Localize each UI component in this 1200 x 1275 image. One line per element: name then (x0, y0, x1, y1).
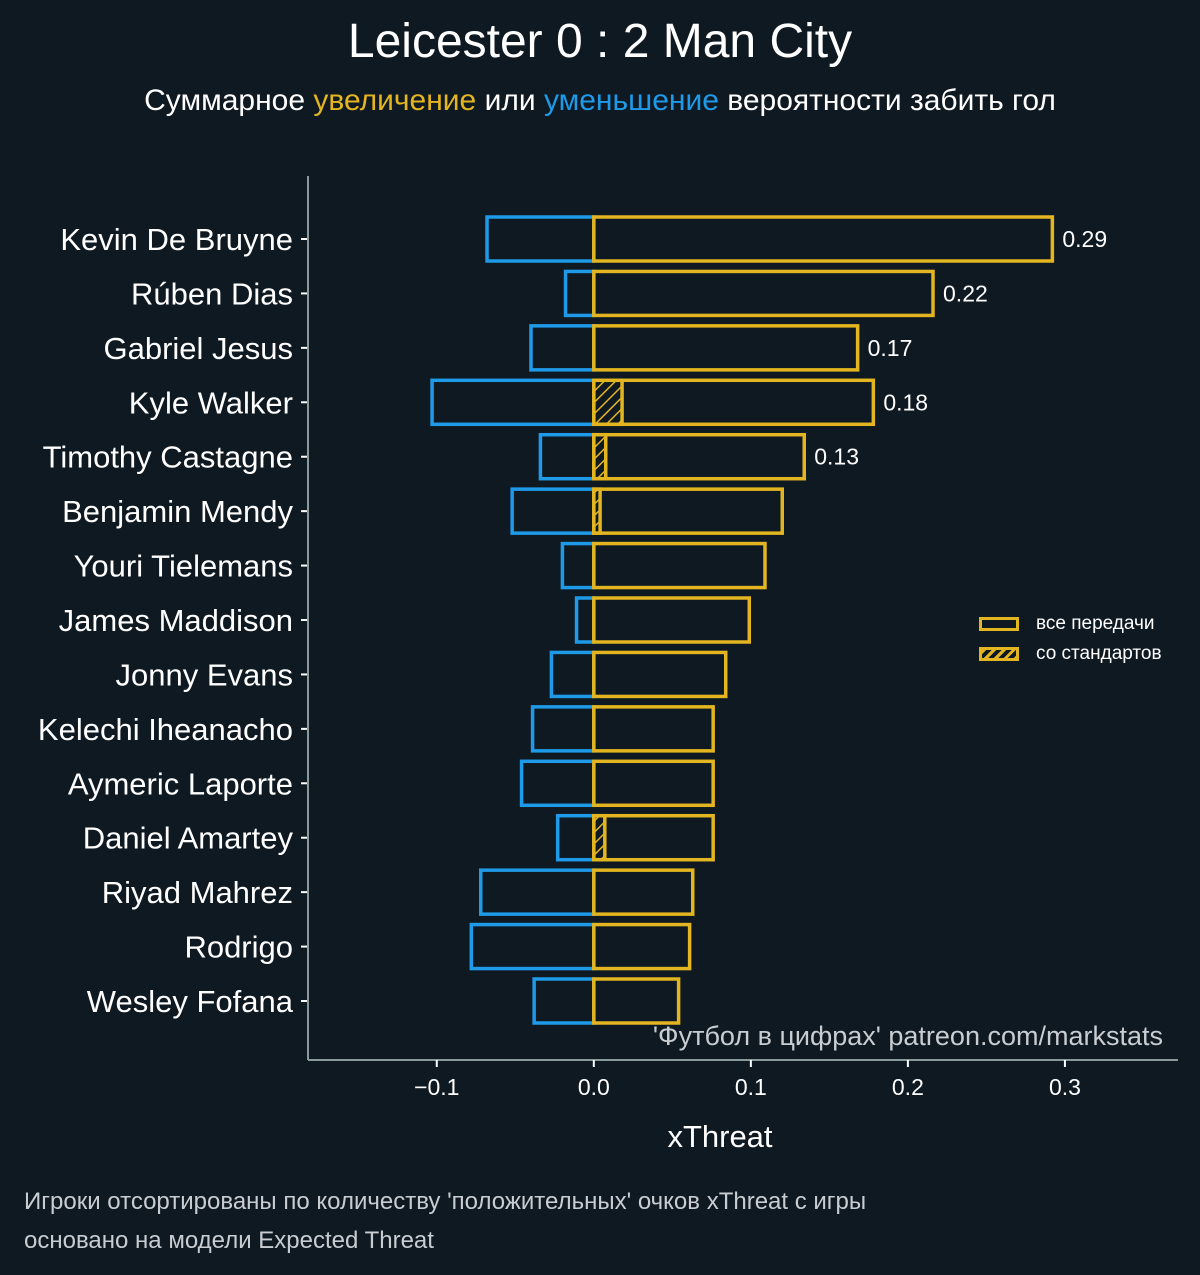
bar-negative (549, 650, 596, 699)
x-tick-label: 0.2 (892, 1074, 924, 1100)
bar-negative (574, 596, 596, 644)
bar-negative (510, 487, 596, 535)
bar-positive (592, 378, 876, 427)
bar-positive (592, 922, 692, 971)
bar-positive (592, 541, 767, 590)
bar-positive (592, 432, 806, 481)
bar-positive (592, 977, 681, 1025)
footnote-model: основано на модели Expected Threat (24, 1227, 434, 1254)
y-tick-label: Kyle Walker (129, 385, 293, 420)
y-tick-label: Jonny Evans (116, 657, 294, 692)
subtitle-increase: увеличение (313, 84, 477, 117)
y-tick-label: Kelechi Iheanacho (38, 712, 293, 747)
bar-positive (592, 705, 715, 753)
y-tick-label: Riyad Mahrez (102, 875, 293, 910)
bar-set-pieces (592, 378, 624, 427)
legend-swatch-outline (979, 617, 1019, 631)
bar-negative (538, 432, 596, 481)
data-label: 0.13 (814, 444, 859, 470)
bar-positive (592, 813, 715, 862)
y-tick-label: Timothy Castagne (43, 440, 293, 475)
y-tick-label: Daniel Amartey (83, 821, 294, 856)
chart-subtitle: Суммарное увеличение или уменьшение веро… (0, 84, 1200, 118)
data-label: 0.29 (1062, 226, 1107, 252)
y-tick-label: Rúben Dias (131, 276, 293, 311)
bar-negative (430, 378, 596, 427)
data-label: 0.22 (943, 280, 988, 306)
x-tick-label: 0.0 (578, 1074, 610, 1100)
subtitle-part: или (476, 84, 544, 117)
bar-positive (592, 215, 1055, 263)
y-tick-label: Wesley Fofana (87, 984, 294, 1019)
y-tick-label: James Maddison (59, 603, 293, 638)
y-tick-label: Benjamin Mendy (62, 494, 293, 529)
y-tick-label: Kevin De Bruyne (60, 222, 293, 257)
bar-negative (478, 868, 596, 916)
footnote-sorting: Игроки отсортированы по количеству 'поло… (24, 1188, 867, 1215)
bar-positive (592, 487, 785, 535)
x-axis-label: xThreat (667, 1119, 772, 1154)
bar-negative (532, 977, 596, 1025)
subtitle-decrease: уменьшение (543, 84, 719, 117)
x-tick-label: 0.3 (1049, 1074, 1081, 1100)
axes-group: Kevin De Bruyne Rúben Dias Gabriel Jesus Ky… (38, 176, 1178, 1100)
y-tick-label: Gabriel Jesus (103, 331, 293, 366)
legend-label: со стандартов (1036, 643, 1162, 664)
x-tick-label: 0.1 (735, 1074, 767, 1100)
legend-label: все передачи (1036, 613, 1155, 634)
bar-negative (530, 705, 596, 753)
bar-negative (555, 813, 596, 862)
bar-negative (560, 541, 596, 590)
subtitle-part: вероятности забить гол (718, 84, 1056, 117)
bar-negative (519, 759, 596, 808)
bar-positive (592, 596, 752, 644)
y-tick-label: Aymeric Laporte (68, 766, 293, 801)
y-tick-label: Youri Tielemans (74, 549, 293, 584)
chart-title: Leicester 0 : 2 Man City (347, 15, 853, 68)
bar-positive (592, 650, 728, 699)
bar-positive (592, 868, 695, 916)
bar-negative (469, 922, 596, 971)
data-label: 0.17 (868, 335, 913, 361)
bar-positive (592, 324, 860, 372)
legend-item-set-pieces: со стандартов (979, 639, 1162, 669)
bar-negative (563, 269, 596, 318)
data-label: 0.18 (883, 389, 928, 415)
bar-set-pieces (592, 432, 608, 481)
x-tick-label: −0.1 (414, 1074, 459, 1100)
subtitle-part: Суммарное (144, 84, 314, 117)
y-tick-label: Rodrigo (184, 930, 293, 965)
bar-negative (485, 215, 596, 263)
legend: все передачи со стандартов (979, 609, 1162, 669)
bar-positive (592, 269, 935, 318)
legend-item-all-passes: все передачи (979, 609, 1162, 639)
bars-group: 0.29 0.22 0.17 0.18 0.13 (430, 215, 1107, 1025)
bar-positive (592, 759, 715, 808)
legend-swatch-hatched (979, 647, 1019, 661)
bar-negative (529, 324, 596, 372)
watermark: 'Футбол в цифрах' patreon.com/markstats (653, 1021, 1163, 1051)
